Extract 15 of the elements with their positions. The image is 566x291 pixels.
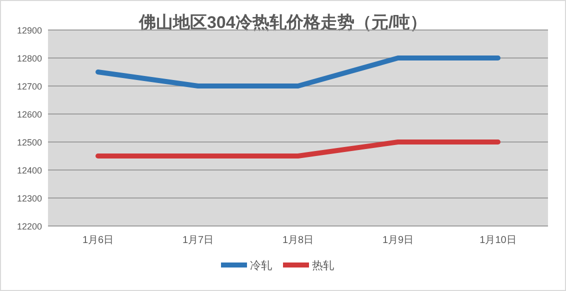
x-tick-label: 1月8日 bbox=[282, 235, 314, 246]
y-tick-label: 12600 bbox=[16, 110, 42, 120]
x-tick-label: 1月6日 bbox=[82, 235, 114, 246]
y-tick-label: 12400 bbox=[16, 166, 42, 176]
y-tick-label: 12700 bbox=[16, 82, 42, 92]
legend-label: 热轧 bbox=[312, 260, 334, 272]
legend-label: 冷轧 bbox=[250, 260, 272, 272]
x-tick-label: 1月9日 bbox=[382, 235, 414, 246]
x-tick-label: 1月7日 bbox=[182, 235, 214, 246]
x-tick-label: 1月10日 bbox=[480, 235, 516, 246]
y-tick-label: 12500 bbox=[16, 138, 42, 148]
y-tick-label: 12800 bbox=[16, 54, 42, 64]
y-tick-label: 12200 bbox=[16, 222, 42, 232]
y-tick-label: 12900 bbox=[16, 26, 42, 36]
y-tick-label: 12300 bbox=[16, 194, 42, 204]
